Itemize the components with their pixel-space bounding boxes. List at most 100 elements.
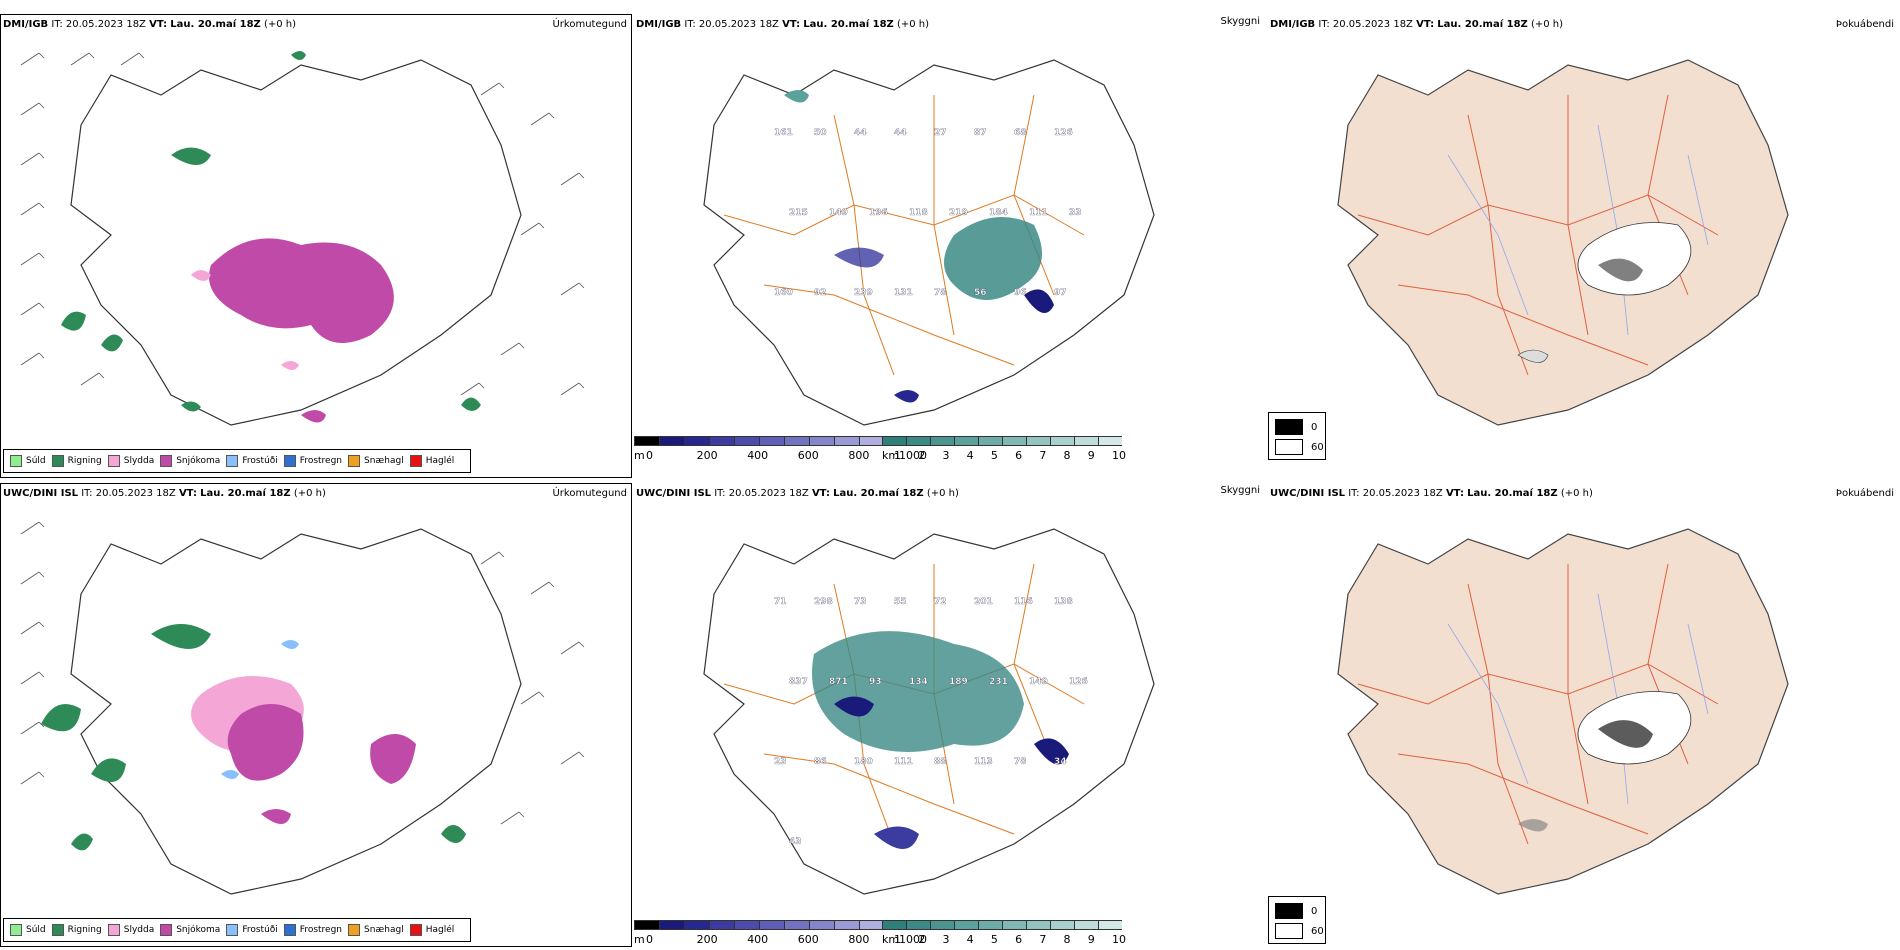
visibility-map: 71 298 73 55 72 201 116 138 837 871 93 134 189 231 149…	[703, 528, 1155, 895]
colorbar-segment	[834, 436, 859, 446]
legend-label: Rigning	[67, 456, 102, 466]
colorbar-tick-label: 8	[1063, 933, 1071, 946]
fog-key-swatch-low	[1275, 903, 1303, 919]
colorbar-segment	[634, 436, 659, 446]
visibility-value-label: 149	[1029, 677, 1048, 687]
colorbar-tick-label: 6	[1015, 933, 1023, 946]
colorbar-tick-label: 0	[646, 933, 653, 946]
fog-panel-uwc: UWC/DINI ISL IT: 20.05.2023 18Z VT: Lau.…	[1268, 484, 1898, 946]
visibility-value-labels: 161 50 44 44 27 87 68 126 215 149 196 118 219 184 111 3…	[774, 128, 1082, 298]
colorbar-segment	[906, 920, 930, 930]
panel-title: Þokuábendi	[1835, 19, 1894, 30]
visibility-value-label: 55	[894, 597, 907, 607]
visibility-value-label: 196	[869, 208, 888, 218]
visibility-map: 161 50 44 44 27 87 68 126 215 149 196 118 219 184 111 3…	[703, 59, 1155, 426]
precip-type-map	[20, 521, 585, 895]
colorbar-segment	[978, 920, 1002, 930]
precip-legend: Súld Rigning Slydda Snjókoma Frostúði Frostre…	[3, 918, 471, 942]
precip-freezing-areas	[221, 640, 299, 779]
colorbar-tick-label: 400	[747, 449, 769, 462]
legend-item: Slydda	[107, 455, 154, 467]
colorbar-unit: m	[634, 449, 645, 462]
iceland-outline	[70, 59, 522, 426]
panel-header: DMI/IGB IT: 20.05.2023 18Z VT: Lau. 20.m…	[3, 19, 627, 30]
colorbar-segment	[1002, 436, 1026, 446]
legend-swatch	[409, 455, 422, 467]
colorbar-segment	[809, 436, 834, 446]
legend-item: Frostregn	[283, 924, 342, 936]
colorbar-tick-label: 800	[848, 933, 870, 946]
legend-item: Snæhagl	[348, 924, 404, 936]
visibility-value-label: 33	[1069, 208, 1082, 218]
colorbar-segment	[734, 920, 759, 930]
colorbar-segment	[882, 920, 906, 930]
visibility-value-label: 34	[1054, 757, 1067, 767]
legend-item: Frostregn	[283, 455, 342, 467]
legend-swatch	[226, 924, 239, 936]
legend-item: Snjókoma	[160, 455, 220, 467]
low-visibility-areas	[784, 90, 1054, 403]
colorbar-segment	[709, 436, 734, 446]
colorbar-segment	[759, 920, 784, 930]
colorbar-tick-label: 1000	[899, 933, 927, 946]
visibility-colorbar-km: km 1 2 3 4 5 6 7 8 9 10	[882, 920, 1126, 947]
colorbar-segment	[784, 436, 809, 446]
road-network	[1357, 563, 1719, 845]
legend-swatch	[107, 455, 120, 467]
low-visibility-areas	[812, 631, 1069, 849]
legend-swatch	[226, 455, 239, 467]
colorbar-segment	[659, 920, 684, 930]
legend-label: Snæhagl	[364, 925, 404, 935]
visibility-value-label: 131	[894, 288, 913, 298]
colorbar-segment	[659, 436, 684, 446]
legend-label: Snæhagl	[364, 456, 404, 466]
precip-type-map	[20, 51, 585, 426]
visibility-value-label: 113	[974, 757, 993, 767]
legend-label: Slydda	[123, 925, 155, 935]
iceland-outline	[1337, 59, 1789, 426]
visibility-value-label: 126	[1054, 128, 1073, 138]
glacier-fog-areas	[1517, 222, 1692, 363]
colorbar-segment	[1074, 920, 1098, 930]
legend-label: Frostúði	[242, 925, 278, 935]
colorbar-segment	[1026, 920, 1050, 930]
colorbar-segment	[882, 436, 906, 446]
visibility-value-label: 118	[909, 208, 928, 218]
colorbar-segment	[1050, 436, 1074, 446]
visibility-value-label: 116	[1014, 597, 1033, 607]
panel-title: Úrkomutegund	[552, 488, 627, 499]
colorbar-segment	[634, 920, 659, 930]
legend-swatch	[10, 455, 22, 467]
fog-key: 0 60	[1268, 412, 1326, 460]
visibility-value-label: 87	[974, 128, 987, 138]
colorbar-tick-label: 0	[646, 449, 653, 462]
panel-header: UWC/DINI ISL IT: 20.05.2023 18Z VT: Lau.…	[1270, 488, 1894, 499]
visibility-value-label: 111	[1029, 208, 1048, 218]
visibility-value-label: 50	[814, 128, 827, 138]
road-network	[1357, 94, 1719, 376]
precip-sleet-areas	[191, 270, 299, 370]
visibility-value-label: 44	[894, 128, 907, 138]
colorbar-tick-label: 800	[848, 449, 870, 462]
visibility-value-label: 92	[814, 288, 827, 298]
visibility-value-label: 86	[814, 757, 827, 767]
colorbar-tick-label: 9	[1087, 933, 1095, 946]
visibility-value-label: 23	[774, 757, 787, 767]
colorbar-tick-label: 600	[797, 449, 819, 462]
visibility-value-label: 43	[789, 837, 802, 847]
legend-swatch	[348, 455, 361, 467]
colorbar-tick-label: 200	[696, 449, 718, 462]
precip-type-panel-dmi: DMI/IGB IT: 20.05.2023 18Z VT: Lau. 20.m…	[0, 14, 632, 478]
colorbar-segment	[1074, 436, 1098, 446]
colorbar-strip	[634, 920, 909, 933]
legend-label: Súld	[26, 456, 46, 466]
colorbar-segment	[784, 920, 809, 930]
colorbar-strip	[882, 436, 1122, 449]
legend-label: Snjókoma	[176, 456, 221, 466]
visibility-value-label: 231	[989, 677, 1008, 687]
visibility-value-label: 215	[789, 208, 808, 218]
colorbar-segment	[978, 436, 1002, 446]
colorbar-tick-label: 7	[1039, 933, 1047, 946]
colorbar-strip	[882, 920, 1122, 933]
wind-barbs	[20, 52, 585, 396]
